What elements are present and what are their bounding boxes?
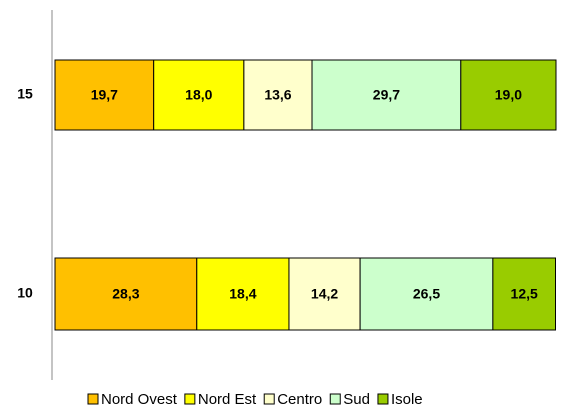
legend-swatch	[329, 393, 341, 405]
category-label: 15	[17, 86, 33, 102]
legend-label: Centro	[277, 391, 322, 408]
value-label: 18,0	[185, 87, 212, 103]
legend-label: Nord Ovest	[101, 391, 178, 408]
bar-segment	[359, 257, 494, 331]
value-label: 29,7	[373, 87, 400, 103]
legend-swatch	[184, 393, 196, 405]
bar-segment	[492, 257, 556, 331]
value-label: 19,7	[91, 87, 118, 103]
legend-swatch	[263, 393, 275, 405]
value-label: 12,5	[511, 286, 538, 302]
bar-segment	[460, 59, 557, 131]
category-label: 10	[17, 285, 33, 301]
legend-label: Nord Est	[198, 391, 257, 408]
value-label: 28,3	[112, 286, 139, 302]
legend-label: Isole	[391, 391, 423, 408]
value-label: 18,4	[229, 286, 256, 302]
legend-label: Sud	[343, 391, 370, 408]
legend-swatch	[87, 393, 99, 405]
bar-segment	[54, 59, 155, 131]
value-label: 26,5	[413, 286, 440, 302]
legend-swatch	[377, 393, 389, 405]
bar-segment	[153, 59, 245, 131]
value-label: 14,2	[311, 286, 338, 302]
bar-segment	[243, 59, 313, 131]
bar-segment	[54, 257, 198, 331]
bar-segment	[288, 257, 361, 331]
value-label: 13,6	[264, 87, 291, 103]
value-label: 19,0	[495, 87, 522, 103]
